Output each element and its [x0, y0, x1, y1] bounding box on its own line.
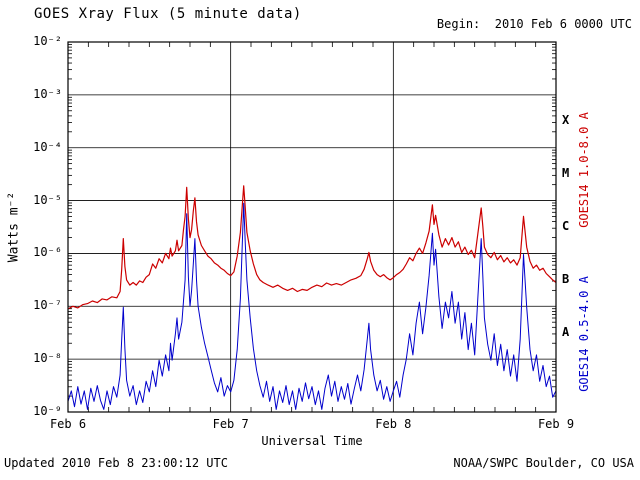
x-tick-label: Feb 7 [212, 417, 249, 431]
flare-class-label: B [562, 271, 570, 286]
credit-label: NOAA/SWPC Boulder, CO USA [453, 456, 634, 470]
flare-class-label: M [562, 166, 570, 181]
y-tick-label: 10⁻⁴ [33, 139, 62, 154]
short-channel-axis-label: GOES14 0.5-4.0 A [577, 276, 591, 392]
y-tick-label: 10⁻⁹ [33, 404, 62, 418]
y-tick-label: 10⁻⁷ [33, 298, 62, 313]
chart-title: GOES Xray Flux (5 minute data) [34, 6, 302, 22]
flare-class-label: C [562, 219, 570, 233]
y-tick-label: 10⁻⁵ [33, 192, 62, 207]
begin-time-label: Begin: 2010 Feb 6 0000 UTC [436, 17, 632, 31]
updated-timestamp: Updated 2010 Feb 8 23:00:12 UTC [4, 456, 228, 470]
x-tick-label: Feb 8 [375, 417, 412, 431]
y-tick-label: 10⁻³ [33, 86, 62, 101]
y-tick-label: 10⁻⁸ [33, 351, 62, 366]
flare-class-label: X [562, 113, 570, 128]
x-axis-label: Universal Time [261, 434, 363, 448]
x-tick-label: Feb 9 [537, 417, 575, 431]
goes14-long-line [68, 185, 556, 310]
y-tick-label: 10⁻² [33, 34, 62, 48]
long-channel-axis-label: GOES14 1.0-8.0 A [577, 112, 591, 228]
goes14-short-line [68, 202, 556, 410]
y-tick-label: 10⁻⁶ [33, 245, 62, 260]
x-tick-label: Feb 6 [49, 417, 87, 431]
flare-class-label: A [562, 324, 570, 339]
plot-border [67, 41, 557, 413]
